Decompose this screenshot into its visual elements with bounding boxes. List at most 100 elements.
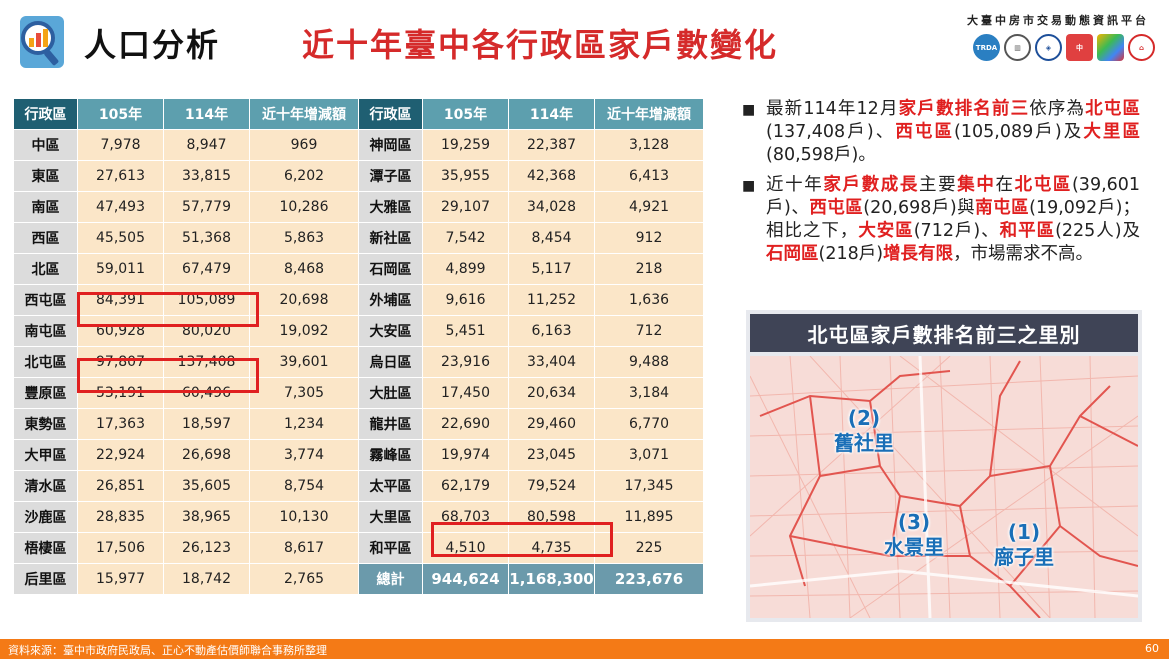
organization-logos: TRDA ▥ ◈ 中 ⌂ [973,34,1155,61]
value-cell: 26,851 [78,471,163,501]
value-cell: 79,524 [509,471,594,501]
table-row: 北屯區 97,807 137,408 39,601 烏日區 23,916 33,404 9,4… [14,347,703,377]
district-name-cell: 龍井區 [359,409,422,439]
map-title: 北屯區家戶數排名前三之里別 [750,314,1138,352]
value-cell: 1,168,300 [509,564,594,594]
value-cell: 8,454 [509,223,594,253]
value-cell: 218 [595,254,703,284]
district-name-cell: 潭子區 [359,161,422,191]
note-phrase: (218戶) [818,244,884,264]
analysis-notes: ■ 最新114年12月家戶數排名前三依序為北屯區(137,408戶)、西屯區(10… [742,98,1140,273]
district-name-cell: 大里區 [359,502,422,532]
district-name-cell: 大安區 [359,316,422,346]
value-cell: 22,387 [509,130,594,160]
value-cell: 19,092 [250,316,358,346]
value-cell: 34,028 [509,192,594,222]
value-cell: 1,234 [250,409,358,439]
map-label-buzi-rank: (1) [1007,520,1041,544]
value-cell: 80,020 [164,316,249,346]
highlighted-phrase: 北屯區 [1014,175,1072,195]
value-cell: 8,468 [250,254,358,284]
value-cell: 29,107 [423,192,508,222]
value-cell: 6,413 [595,161,703,191]
value-cell: 8,754 [250,471,358,501]
note-phrase: 依序為 [1029,99,1086,119]
value-cell: 35,605 [164,471,249,501]
value-cell: 97,807 [78,347,163,377]
map-label-shuijing-rank: (3) [897,510,931,534]
value-cell: 80,598 [509,502,594,532]
column-header: 近十年增減額 [250,99,358,129]
column-header: 114年 [164,99,249,129]
value-cell: 4,899 [423,254,508,284]
value-cell: 47,493 [78,192,163,222]
district-name-cell: 西區 [14,223,77,253]
value-cell: 42,368 [509,161,594,191]
district-name-cell: 北屯區 [14,347,77,377]
value-cell: 33,404 [509,347,594,377]
value-cell: 22,690 [423,409,508,439]
table-row: 梧棲區 17,506 26,123 8,617 和平區 4,510 4,735 225 [14,533,703,563]
value-cell: 51,368 [164,223,249,253]
value-cell: 26,123 [164,533,249,563]
table-row: 東勢區 17,363 18,597 1,234 龍井區 22,690 29,460 6,770 [14,409,703,439]
page-number: 60 [1145,642,1159,655]
table-row: 東區 27,613 33,815 6,202 潭子區 35,955 42,368 6,413 [14,161,703,191]
square-bullet-icon: ■ [742,178,756,194]
footer-bar: 資料來源：臺中市政府民政局、正心不動產估價師聯合事務所整理 60 [0,639,1169,659]
note-item: ■ 最新114年12月家戶數排名前三依序為北屯區 (137,408戶)、西屯區(10… [742,98,1140,167]
table-row: 西屯區 84,391 105,089 20,698 外埔區 9,616 11,252 1,63… [14,285,703,315]
value-cell: 225 [595,533,703,563]
value-cell: 38,965 [164,502,249,532]
trda-logo-icon: TRDA [973,34,1000,61]
note-phrase: (137,408戶)、 [766,122,896,142]
table-row: 大甲區 22,924 26,698 3,774 霧峰區 19,974 23,045 3,071 [14,440,703,470]
district-name-cell: 新社區 [359,223,422,253]
value-cell: 137,408 [164,347,249,377]
ctreaa-logo-icon: ⌂ [1128,34,1155,61]
note-phrase: (225人)及 [1055,221,1141,241]
government-building-logo-icon: ▥ [1004,34,1031,61]
value-cell: 6,163 [509,316,594,346]
value-cell: 62,179 [423,471,508,501]
value-cell: 6,202 [250,161,358,191]
table-row: 南區 47,493 57,779 10,286 大雅區 29,107 34,028 4,921 [14,192,703,222]
note-phrase: 在 [995,175,1015,195]
district-name-cell: 東區 [14,161,77,191]
district-name-cell: 西屯區 [14,285,77,315]
district-name-cell: 豐原區 [14,378,77,408]
note-item: ■ 近十年家戶數成長主要集中在北屯區(39,601戶)、西屯區(20,698戶)與… [742,174,1140,266]
value-cell: 105,089 [164,285,249,315]
taichung-logo-icon: 中 [1066,34,1093,61]
district-name-cell: 大雅區 [359,192,422,222]
value-cell: 5,863 [250,223,358,253]
value-cell: 11,252 [509,285,594,315]
value-cell: 2,765 [250,564,358,594]
value-cell: 15,977 [78,564,163,594]
district-name-cell: 神岡區 [359,130,422,160]
value-cell: 1,636 [595,285,703,315]
district-name-cell: 后里區 [14,564,77,594]
map-label-shuijing-name: 水景里 [884,535,944,559]
note-phrase: (20,698戶)與 [863,198,976,218]
value-cell: 3,774 [250,440,358,470]
district-name-cell: 沙鹿區 [14,502,77,532]
value-cell: 35,955 [423,161,508,191]
value-cell: 19,259 [423,130,508,160]
column-header: 近十年增減額 [595,99,703,129]
note-phrase: (19,092戶)；相比之下， [766,198,1141,241]
map-panel: 北屯區家戶數排名前三之里別 [746,310,1142,622]
district-name-cell: 烏日區 [359,347,422,377]
value-cell: 10,286 [250,192,358,222]
value-cell: 4,510 [423,533,508,563]
beitun-village-map: (2) 舊社里 (3) 水景里 (1) 廍子里 [750,356,1138,618]
value-cell: 27,613 [78,161,163,191]
highlighted-phrase: 南屯區 [975,198,1030,218]
value-cell: 23,045 [509,440,594,470]
value-cell: 28,835 [78,502,163,532]
value-cell: 912 [595,223,703,253]
value-cell: 67,479 [164,254,249,284]
highlighted-phrase: 增長有限 [883,244,954,264]
table-row: 豐原區 53,191 60,496 7,305 大肚區 17,450 20,634 3,184 [14,378,703,408]
value-cell: 944,624 [423,564,508,594]
